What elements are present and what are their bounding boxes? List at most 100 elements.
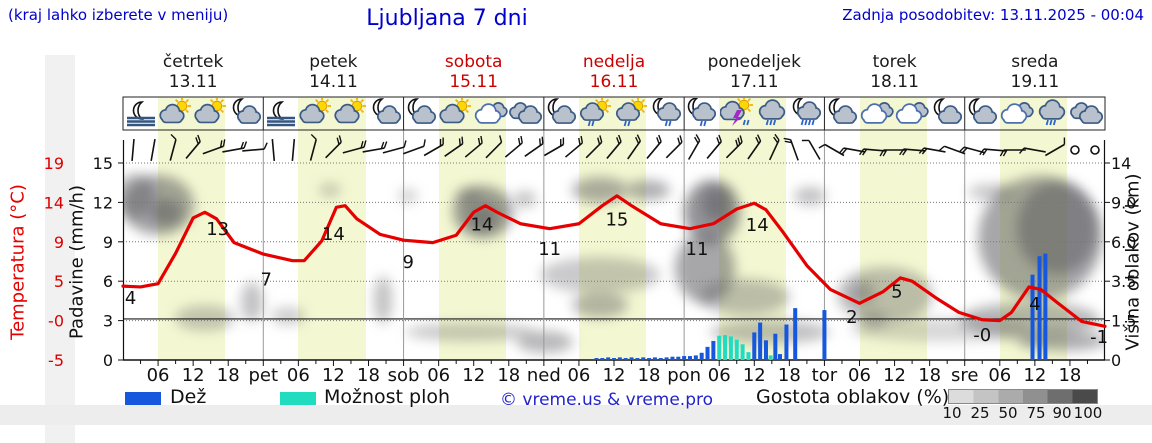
temp-value-label: 4: [1029, 294, 1040, 315]
rain-bar: [629, 357, 634, 360]
rain-bar: [778, 354, 783, 360]
wind-barb-icon: [783, 137, 799, 161]
wind-barb-icon: [564, 135, 584, 158]
moon-cloud-icon: [548, 98, 577, 124]
wind-barb-icon: [524, 136, 544, 157]
x-axis-hour-label: 06: [147, 365, 170, 386]
wind-barb-icon: [185, 134, 201, 159]
rain-bar: [705, 346, 710, 360]
cloud-density-tick-label: 25: [970, 404, 990, 422]
cloud-blob: [700, 279, 790, 315]
rain-legend-swatch: [125, 392, 161, 405]
cloud-blob: [857, 312, 887, 328]
storm-icon: [719, 98, 753, 126]
moon-cloud-rain-icon: [652, 98, 681, 127]
white-clouds-icon: [895, 102, 929, 124]
cloudy-icon: [509, 102, 543, 124]
temp-value-label: 13: [206, 219, 229, 240]
temp-axis-tick: 9: [54, 233, 64, 252]
rain-bar: [606, 357, 611, 360]
wind-barb-icon: [938, 145, 966, 155]
wind-barb-icon: [585, 135, 603, 159]
rain-bar: [600, 358, 605, 360]
temperature-axis-label: Temperatura (°C): [7, 184, 29, 340]
day-header-date: 18.11: [870, 72, 919, 92]
wind-barb-icon: [665, 135, 683, 159]
rain-bar: [699, 352, 704, 360]
rain-bar: [676, 356, 681, 360]
wind-barb-icon: [423, 137, 444, 157]
shower-bar: [723, 335, 728, 360]
x-axis-hour-label: 12: [1023, 365, 1046, 386]
cloud-blob: [517, 331, 573, 353]
cloud-height-axis-tick: 6.0: [1111, 233, 1136, 252]
wind-barb-icon: [131, 138, 135, 162]
day-header-date: 15.11: [449, 72, 499, 92]
temp-value-label: 14: [322, 224, 345, 245]
day-band: [298, 97, 366, 360]
rain-bar: [693, 355, 698, 360]
shower-bar: [768, 355, 773, 360]
page-title: Ljubljana 7 dni: [366, 6, 528, 31]
wind-barb-icon: [706, 134, 722, 159]
sun-cloud-icon: [158, 98, 191, 124]
temp-value-label: 9: [403, 252, 414, 273]
temp-value-label: 11: [538, 239, 561, 260]
x-axis-day-label: tor: [812, 365, 838, 386]
cloud-rain-icon: [758, 99, 786, 126]
temp-value-label: 11: [686, 239, 709, 260]
precip-axis-tick: 12: [93, 193, 113, 212]
left-margin-strip: [45, 55, 75, 443]
copyright-link[interactable]: © vreme.us & vreme.pro: [500, 390, 714, 410]
cloud-height-axis-tick: 14: [1111, 154, 1131, 173]
temp-value-label: 7: [260, 269, 271, 290]
temp-value-label: 15: [605, 209, 628, 230]
cloud-density-tick-label: 50: [998, 404, 1018, 422]
cloud-blob: [675, 233, 735, 303]
cloud-blob: [241, 282, 263, 322]
x-axis-hour-label: 12: [322, 365, 345, 386]
temp-value-label: 14: [470, 214, 493, 235]
precip-axis-tick: 6: [103, 272, 113, 291]
temp-value-label: 2: [846, 307, 857, 328]
white-clouds-icon: [1001, 102, 1035, 124]
wind-barb-icon: [382, 140, 407, 154]
rain-bar: [647, 358, 652, 360]
temp-value-label: 14: [746, 215, 769, 236]
wind-barb-icon: [342, 140, 367, 154]
temp-axis-tick: 19: [44, 154, 64, 173]
white-clouds-icon: [860, 102, 894, 124]
temp-axis-tick: -5: [48, 351, 64, 370]
menu-hint-text: (kraj lahko izberete v meniju): [8, 6, 229, 24]
cloud-height-axis-tick: 1.5: [1111, 312, 1136, 331]
temp-axis-tick: 5: [54, 272, 64, 291]
rain-bar: [594, 358, 599, 360]
rain-bar: [670, 356, 675, 360]
x-axis-hour-label: 18: [1058, 365, 1081, 386]
x-axis-hour-label: 06: [708, 365, 731, 386]
cloud-density-tick-label: 90: [1052, 404, 1072, 422]
day-header-date: 13.11: [168, 72, 218, 92]
cloud-blob: [319, 183, 341, 197]
x-axis-day-label: sre: [951, 365, 978, 386]
rain-bar: [664, 357, 669, 360]
temp-axis-tick: 14: [44, 193, 64, 212]
last-update-text: Zadnja posodobitev: 13.11.2025 - 00:04: [842, 6, 1144, 24]
precip-axis-tick: 0: [103, 351, 113, 370]
wind-barb-icon: [242, 142, 268, 152]
day-header-name: ponedeljek: [707, 52, 801, 72]
wind-barb-icon: [485, 135, 503, 159]
cloud-blob: [572, 292, 628, 318]
wind-barb-icon: [1044, 137, 1066, 157]
x-axis-hour-label: 18: [918, 365, 941, 386]
wind-barb-icon: [464, 135, 483, 158]
rain-bar: [687, 356, 692, 360]
sun-cloud-rain-icon: [580, 98, 612, 127]
cloud-height-axis-tick: 9.0: [1111, 193, 1136, 212]
wind-barb-icon: [271, 138, 276, 162]
cloud-density-tick-label: 100: [1073, 404, 1103, 422]
precip-axis-tick: 9: [103, 233, 113, 252]
x-axis-hour-label: 06: [287, 365, 310, 386]
wind-barb-icon: [1019, 147, 1046, 154]
